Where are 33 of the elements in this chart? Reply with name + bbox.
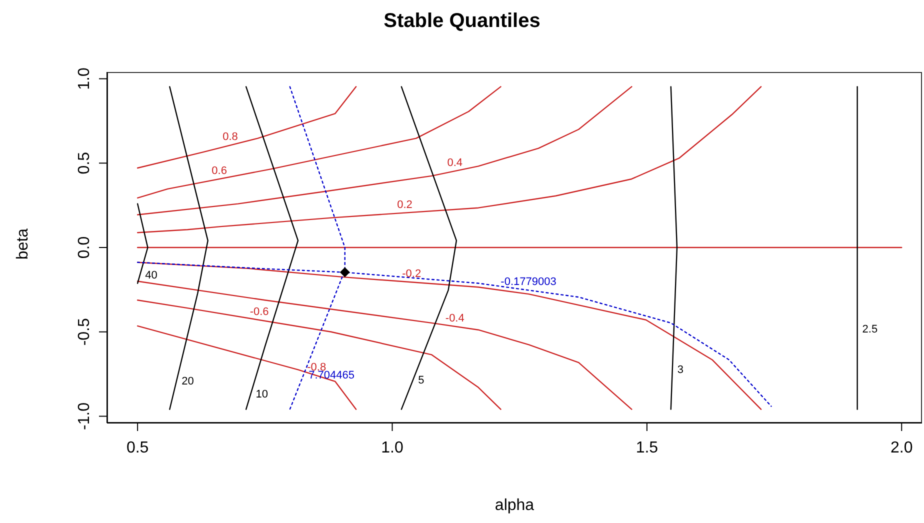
x-axis-title: alpha <box>494 497 536 515</box>
line-series <box>245 86 299 410</box>
series-label: 0.6 <box>212 164 227 177</box>
line-series <box>136 325 357 410</box>
x-tick-label: 0.5 <box>126 439 149 456</box>
y-tick-label: 0.0 <box>76 236 93 259</box>
series-label: 3 <box>677 364 684 376</box>
series-label: 10 <box>256 388 268 401</box>
series-label: -0.1779003 <box>500 276 556 288</box>
series-label: 40 <box>145 269 158 282</box>
series-label: 2.5 <box>862 324 878 336</box>
series-label: -0.6 <box>250 306 269 318</box>
series-label: -0.4 <box>445 312 464 324</box>
line-series <box>136 86 762 234</box>
series-label: 20 <box>182 375 194 388</box>
line-series <box>169 86 208 410</box>
series-label: 0.4 <box>447 157 463 170</box>
series-label: 0.8 <box>222 131 238 144</box>
x-tick-label: 2.0 <box>890 439 913 456</box>
line-series <box>136 86 632 216</box>
line-series <box>136 300 502 410</box>
series-label: 0.2 <box>397 198 412 211</box>
y-tick-label: 1.0 <box>76 68 93 90</box>
y-tick-label: -1.0 <box>76 402 93 430</box>
series-label: 5 <box>418 374 424 387</box>
y-tick-label: 0.5 <box>76 152 93 174</box>
line-series <box>136 86 502 198</box>
series-label: -0.2 <box>402 268 422 280</box>
x-tick-label: 1.0 <box>381 439 404 456</box>
chart-title: Stable Quantiles <box>382 10 542 33</box>
x-tick-label: 1.5 <box>636 439 658 456</box>
y-axis-title: beta <box>14 228 33 260</box>
y-tick-label: -0.5 <box>76 318 93 346</box>
